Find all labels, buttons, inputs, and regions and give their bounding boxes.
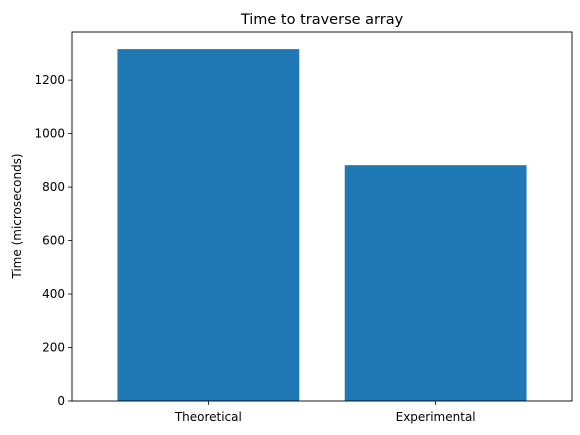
y-tick-label: 800 <box>42 180 65 194</box>
chart-title: Time to traverse array <box>240 12 404 28</box>
bar-experimental <box>344 165 527 401</box>
bars-group <box>117 49 527 402</box>
x-axis-ticks: Theoretical Experimental <box>174 401 476 424</box>
y-tick-label: 400 <box>42 287 65 301</box>
bar-theoretical <box>117 49 300 402</box>
y-tick-label: 0 <box>57 394 65 408</box>
y-axis-ticks: 0 200 400 600 800 1000 1200 <box>34 73 72 408</box>
y-tick-label: 600 <box>42 234 65 248</box>
x-tick-label: Experimental <box>396 410 476 424</box>
y-tick-label: 1200 <box>34 73 65 87</box>
plot-frame <box>71 31 573 402</box>
y-axis-label: Time (microseconds) <box>10 153 24 279</box>
y-tick-label: 1000 <box>34 127 65 141</box>
x-tick-label: Theoretical <box>174 410 242 424</box>
y-tick-label: 200 <box>42 341 65 355</box>
